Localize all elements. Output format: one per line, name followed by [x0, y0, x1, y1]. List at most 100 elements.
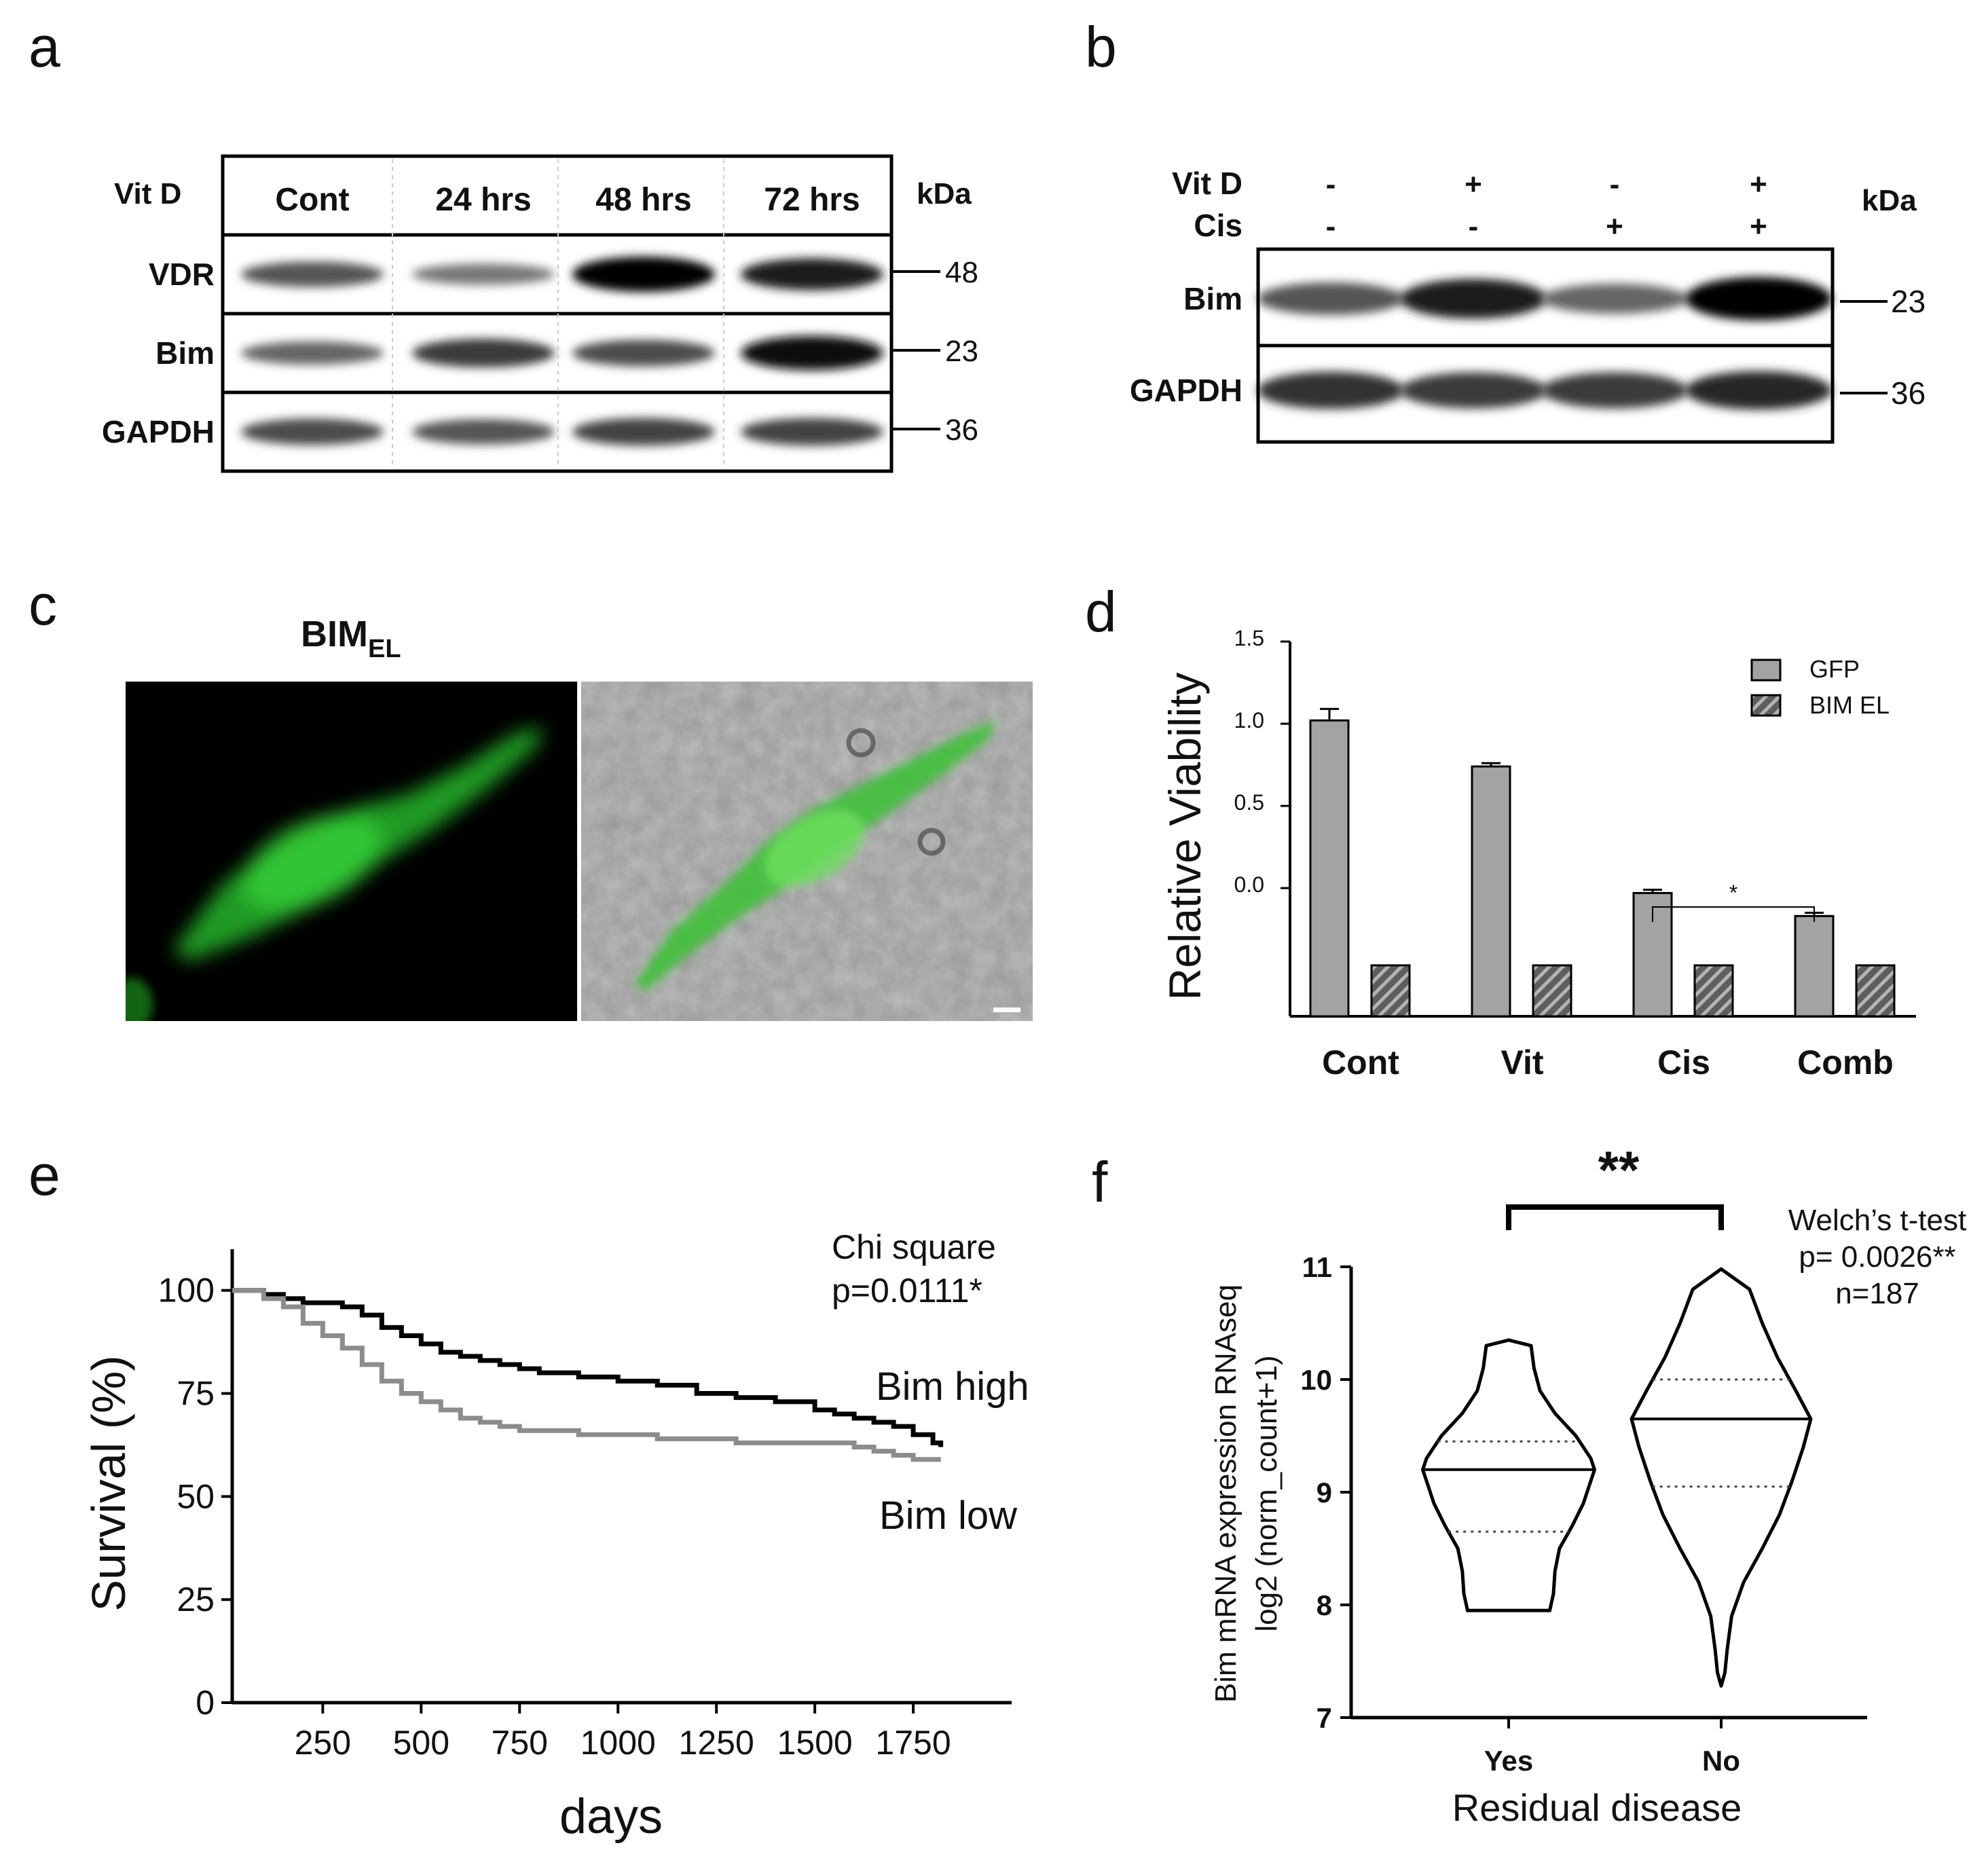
f-y-tick-label: 11 — [1302, 1251, 1332, 1283]
e-x-tick-label: 250 — [295, 1724, 351, 1762]
panel-label-e: e — [29, 1143, 60, 1207]
d-bar — [1794, 914, 1835, 1018]
blot-band — [1400, 372, 1547, 409]
e-y-tick-label: 25 — [177, 1580, 215, 1618]
legend-swatch-gfp — [1750, 659, 1782, 682]
d-ylabel: Relative Viability — [1160, 672, 1210, 1000]
blot-band — [741, 418, 883, 446]
f-y-tick-label: 8 — [1317, 1589, 1332, 1621]
f-stats-line1: Welch’s t-test — [1788, 1204, 1966, 1237]
f-violin — [1630, 1267, 1813, 1688]
d-y-tick-label: 0.0 — [1234, 872, 1264, 897]
panel-a-western-blot: a Vit D Cont 24 hrs 48 hrs 72 hrs kDa VDR Bi… — [29, 15, 978, 473]
kda-value: 23 — [945, 335, 978, 368]
blot-band — [572, 339, 715, 367]
panel-label-a: a — [29, 15, 60, 79]
blot-band — [741, 335, 883, 371]
blot-b-bands — [1257, 277, 1832, 410]
blot-band — [1541, 372, 1688, 409]
blot-band — [572, 418, 715, 446]
blot-band — [241, 341, 384, 365]
d-significance-bracket — [1652, 906, 1815, 922]
d-bar — [1855, 964, 1896, 1018]
f-x-tick-label: Yes — [1484, 1745, 1533, 1777]
d-bar — [1532, 964, 1572, 1018]
d-bar — [1370, 964, 1411, 1018]
f-xlabel: Residual disease — [1452, 1786, 1742, 1829]
kda-value: 48 — [945, 256, 978, 289]
d-bar — [1471, 765, 1511, 1018]
e-series-label-bim-low: Bim low — [879, 1494, 1018, 1538]
f-significance-stars: ** — [1598, 1140, 1640, 1200]
f-stats-line2: p= 0.0026** — [1799, 1240, 1955, 1274]
treatment-label: Vit D — [1172, 166, 1242, 201]
blot-a-row-labels: VDR Bim GAPDH — [102, 257, 215, 449]
d-bar — [1693, 964, 1734, 1018]
lane-label: 48 hrs — [595, 182, 691, 218]
kda-value: 36 — [1891, 375, 1926, 411]
blot-b-row-labels: Bim GAPDH — [1130, 281, 1242, 408]
panel-c-microscopy: c BIMEL — [29, 573, 1033, 1021]
blot-band — [741, 258, 883, 291]
legend-swatch-bim-el — [1750, 694, 1782, 717]
treatment-sign: - — [1469, 210, 1479, 243]
f-stats-line3: n=187 — [1835, 1277, 1919, 1310]
blot-a-kda-markers: 48 23 36 — [891, 256, 978, 447]
e-x-tick-label: 1250 — [679, 1724, 754, 1762]
lane-label: 72 hrs — [764, 182, 860, 218]
e-y-tick-label: 75 — [177, 1375, 215, 1413]
f-ylabel-line1: Bim mRNA expression RNAseq — [1209, 1284, 1242, 1703]
blot-band — [1257, 371, 1404, 409]
treatment-sign: + — [1465, 168, 1482, 201]
e-y-tick-label: 100 — [158, 1272, 215, 1310]
d-plot-area: 1.5 1.0 0.5 0.0 Cont Vit Cis Comb * — [1234, 626, 1916, 1081]
e-x-tick-label: 500 — [393, 1724, 449, 1762]
blot-b-treatment-rows: Vit D - + - + Cis - - + + — [1172, 166, 1767, 243]
e-annotation-line2: p=0.0111* — [832, 1272, 982, 1310]
f-plot-area: 11 10 9 8 7 Yes No — [1300, 1204, 1867, 1777]
blot-band — [412, 338, 555, 368]
blot-a-bands — [241, 257, 883, 446]
blot-b-frame — [1256, 247, 1835, 444]
blot-row-label: VDR — [149, 257, 215, 292]
e-x-tick-label: 1000 — [581, 1724, 656, 1762]
kda-value: 36 — [945, 413, 978, 447]
e-x-tick-label: 750 — [492, 1724, 548, 1762]
treatment-sign: - — [1326, 210, 1336, 243]
panel-label-f: f — [1092, 1150, 1108, 1214]
fluorescence-image — [126, 682, 577, 1021]
panel-label-c: c — [29, 573, 57, 637]
blot-band — [1685, 371, 1832, 410]
blot-b-kda-label: kDa — [1862, 184, 1917, 217]
treatment-sign: + — [1750, 168, 1767, 201]
blot-band — [412, 263, 555, 285]
d-y-tick-label: 1.5 — [1234, 626, 1264, 650]
panel-b-western-blot: b Vit D - + - + Cis - - + + kDa Bim GAPDH 23 36 — [1085, 15, 1926, 444]
blot-band — [1685, 277, 1832, 320]
panel-d-bar-chart: d Relative Viability 1.5 1.0 0.5 0.0 Cont Vit… — [1085, 580, 1916, 1081]
scale-bar — [993, 1007, 1020, 1012]
e-x-tick-label: 1750 — [875, 1724, 951, 1762]
blot-a-header-label: Vit D — [114, 177, 181, 210]
f-y-tick-label: 9 — [1317, 1477, 1332, 1508]
treatment-sign: + — [1606, 210, 1623, 243]
e-ylabel: Survival (%) — [82, 1355, 135, 1611]
treatment-label: Cis — [1194, 208, 1242, 243]
d-x-tick-label: Cis — [1657, 1043, 1710, 1081]
f-x-tick-label: No — [1702, 1745, 1740, 1777]
d-legend: GFP BIM EL — [1750, 655, 1890, 719]
legend-label-gfp: GFP — [1809, 655, 1860, 683]
e-y-tick-label: 50 — [177, 1477, 215, 1515]
treatment-sign: + — [1750, 210, 1767, 243]
f-violin — [1421, 1338, 1596, 1612]
e-survival-curve — [232, 1288, 941, 1462]
legend-label-bim-el: BIM EL — [1809, 691, 1890, 719]
blot-a-lane-labels: Cont 24 hrs 48 hrs 72 hrs — [275, 182, 860, 218]
micrograph-title: BIMEL — [301, 614, 401, 663]
f-y-tick-label: 10 — [1300, 1364, 1332, 1396]
d-y-tick-label: 0.5 — [1234, 790, 1264, 815]
f-ylabel-line2: log2 (norm_count+1) — [1250, 1355, 1283, 1631]
